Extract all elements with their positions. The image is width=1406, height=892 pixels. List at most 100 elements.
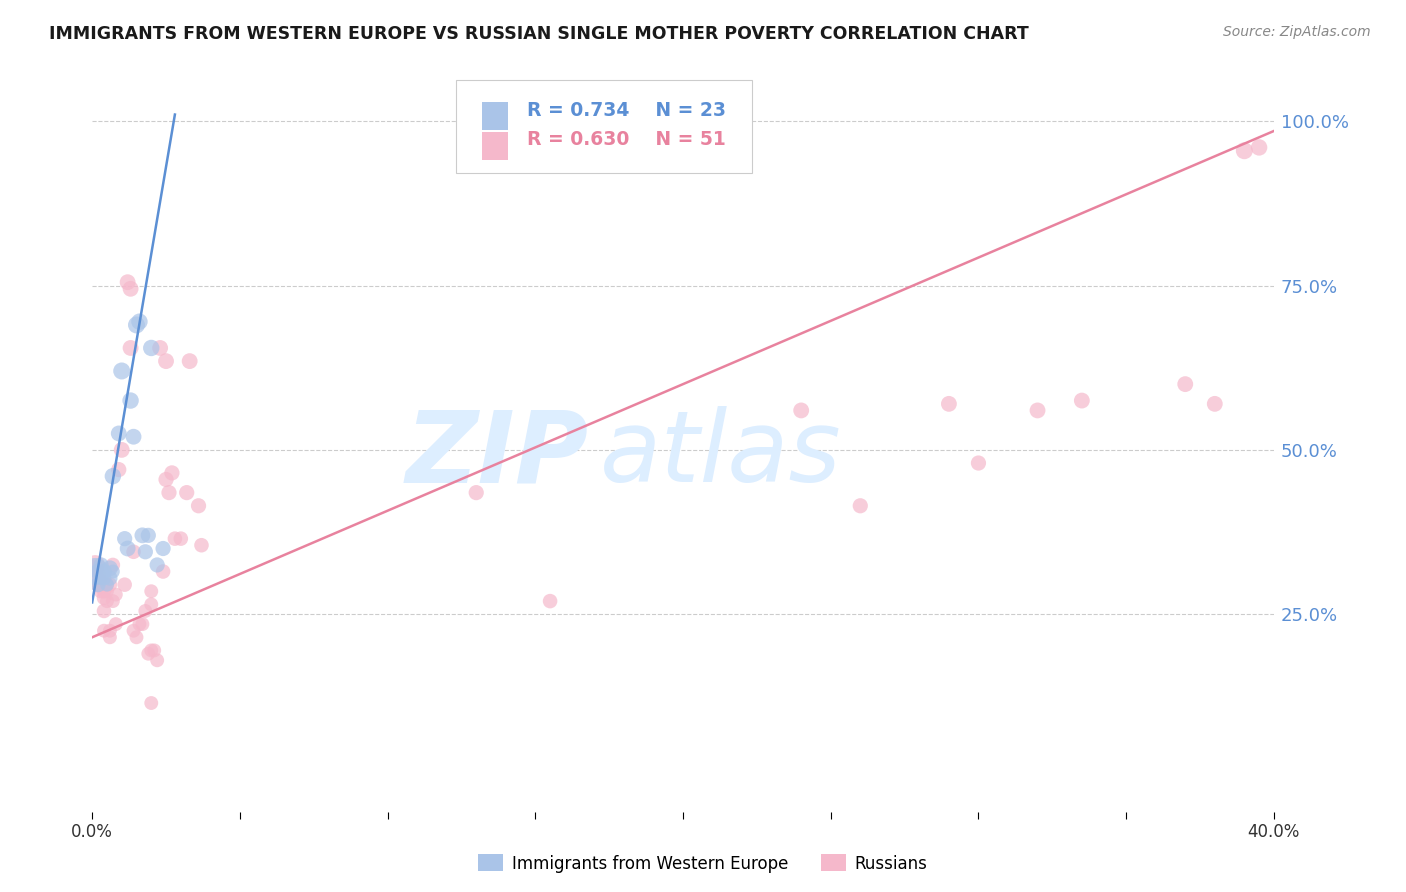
Point [152, 541, 174, 556]
Point [93, 624, 115, 638]
Point [134, 545, 156, 559]
Point [157, 485, 180, 500]
Point [98, 571, 121, 585]
Point [465, 485, 488, 500]
Text: R = 0.630    N = 51: R = 0.630 N = 51 [527, 130, 725, 149]
Point [101, 565, 124, 579]
Point [125, 318, 148, 332]
Point [125, 630, 148, 644]
Point [1233, 144, 1256, 158]
Point [190, 538, 212, 552]
Point [122, 430, 145, 444]
Point [101, 469, 124, 483]
Point [120, 341, 142, 355]
Point [170, 532, 193, 546]
Point [107, 426, 129, 441]
Point [111, 442, 134, 457]
Legend: Immigrants from Western Europe, Russians: Immigrants from Western Europe, Russians [471, 847, 935, 880]
Bar [482, 102, 508, 130]
Point [117, 541, 139, 556]
Point [90, 571, 112, 585]
Point [87, 577, 110, 591]
Point [90, 577, 112, 591]
Point [141, 584, 163, 599]
Point [938, 397, 960, 411]
Point [84, 558, 107, 572]
Point [146, 558, 169, 572]
Point [141, 598, 163, 612]
Point [84, 565, 107, 579]
Point [120, 282, 142, 296]
Point [131, 528, 153, 542]
Point [84, 567, 107, 582]
Point [1026, 403, 1049, 417]
Point [96, 584, 118, 599]
Point [1070, 393, 1092, 408]
Point [187, 499, 209, 513]
Point [107, 462, 129, 476]
Point [152, 565, 174, 579]
Point [87, 574, 110, 589]
Point [1204, 397, 1226, 411]
Point [141, 643, 163, 657]
Bar [482, 132, 508, 160]
Point [849, 499, 872, 513]
Point [128, 315, 150, 329]
Point [90, 574, 112, 589]
Point [96, 577, 118, 591]
Point [134, 604, 156, 618]
Point [93, 565, 115, 579]
Point [111, 364, 134, 378]
Point [1249, 140, 1271, 154]
Point [93, 591, 115, 605]
Point [114, 577, 136, 591]
Point [141, 341, 163, 355]
Point [93, 584, 115, 599]
Point [87, 565, 110, 579]
Point [122, 545, 145, 559]
Point [117, 275, 139, 289]
Point [538, 594, 561, 608]
FancyBboxPatch shape [456, 79, 752, 172]
Point [84, 561, 107, 575]
Point [160, 466, 183, 480]
Text: R = 0.734    N = 23: R = 0.734 N = 23 [527, 101, 725, 120]
Point [98, 577, 121, 591]
Point [104, 617, 127, 632]
Point [128, 617, 150, 632]
Point [96, 594, 118, 608]
Point [90, 558, 112, 572]
Point [176, 485, 198, 500]
Point [101, 594, 124, 608]
Point [101, 558, 124, 572]
Text: IMMIGRANTS FROM WESTERN EUROPE VS RUSSIAN SINGLE MOTHER POVERTY CORRELATION CHAR: IMMIGRANTS FROM WESTERN EUROPE VS RUSSIA… [49, 25, 1029, 43]
Point [131, 617, 153, 632]
Point [136, 647, 159, 661]
Point [163, 532, 186, 546]
Point [1174, 377, 1197, 392]
Point [87, 577, 110, 591]
Point [98, 624, 121, 638]
Point [122, 624, 145, 638]
Point [98, 630, 121, 644]
Point [98, 561, 121, 575]
Point [114, 532, 136, 546]
Point [87, 567, 110, 582]
Point [96, 577, 118, 591]
Point [149, 341, 172, 355]
Point [155, 354, 177, 368]
Text: atlas: atlas [600, 407, 842, 503]
Point [141, 696, 163, 710]
Point [790, 403, 813, 417]
Text: ZIP: ZIP [405, 407, 589, 503]
Point [90, 584, 112, 599]
Point [136, 528, 159, 542]
Point [967, 456, 990, 470]
Point [93, 604, 115, 618]
Point [143, 643, 166, 657]
Point [104, 588, 127, 602]
Text: Source: ZipAtlas.com: Source: ZipAtlas.com [1223, 25, 1371, 39]
Point [93, 571, 115, 585]
Point [120, 393, 142, 408]
Point [179, 354, 201, 368]
